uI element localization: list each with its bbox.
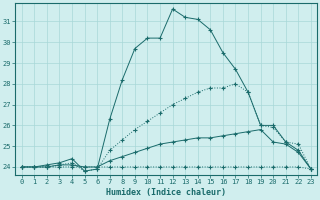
X-axis label: Humidex (Indice chaleur): Humidex (Indice chaleur)	[106, 188, 226, 197]
